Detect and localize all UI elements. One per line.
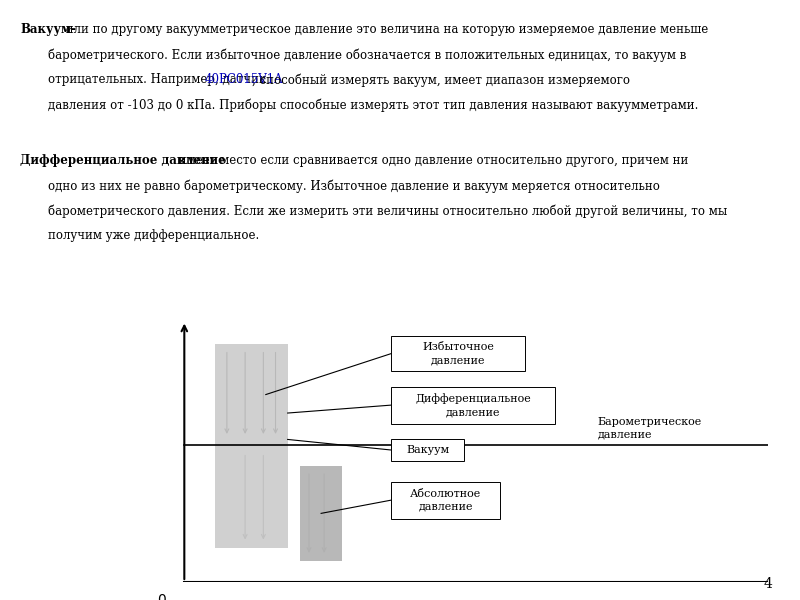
Text: получим уже дифференциальное.: получим уже дифференциальное. bbox=[48, 229, 259, 242]
Bar bbox=[391, 386, 555, 424]
Text: Вакуум: Вакуум bbox=[406, 445, 449, 455]
Text: Вакуум-: Вакуум- bbox=[20, 23, 76, 36]
Text: имеет место если сравнивается одно давление относительно другого, причем ни: имеет место если сравнивается одно давле… bbox=[175, 154, 689, 167]
Text: Абсолютное
давление: Абсолютное давление bbox=[410, 488, 482, 512]
Text: Дифференциальное давление: Дифференциальное давление bbox=[20, 154, 226, 167]
Text: Барометрическое
давление: Барометрическое давление bbox=[598, 416, 702, 439]
Text: барометрического. Если избыточное давление обозначается в положительных единицах: барометрического. Если избыточное давлен… bbox=[48, 48, 686, 61]
Text: 4: 4 bbox=[763, 577, 772, 591]
Text: отрицательных. Например, датчик: отрицательных. Например, датчик bbox=[48, 73, 270, 86]
Bar bbox=[300, 466, 342, 561]
Bar bbox=[214, 344, 288, 548]
Bar bbox=[391, 337, 525, 371]
Text: давления от -103 до 0 кПа. Приборы способные измерять этот тип давления называют: давления от -103 до 0 кПа. Приборы спосо… bbox=[48, 98, 698, 112]
Text: 40PC015V1A: 40PC015V1A bbox=[205, 73, 283, 86]
Bar bbox=[391, 439, 464, 461]
Text: одно из них не равно барометрическому. Избыточное давление и вакуум меряется отн: одно из них не равно барометрическому. И… bbox=[48, 179, 660, 193]
Text: или по другому вакуумметрическое давление это величина на которую измеряемое дав: или по другому вакуумметрическое давлени… bbox=[62, 23, 708, 36]
Text: , способный измерять вакуум, имеет диапазон измеряемого: , способный измерять вакуум, имеет диапа… bbox=[252, 73, 630, 87]
Text: Дифференциальное
давление: Дифференциальное давление bbox=[415, 393, 531, 417]
Text: Избыточное
давление: Избыточное давление bbox=[422, 342, 494, 365]
Text: 0: 0 bbox=[157, 593, 166, 600]
Text: барометрического давления. Если же измерить эти величины относительно любой друг: барометрического давления. Если же измер… bbox=[48, 204, 727, 218]
Bar bbox=[391, 482, 501, 518]
